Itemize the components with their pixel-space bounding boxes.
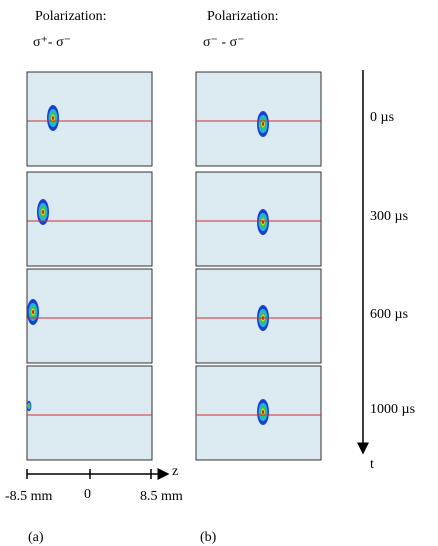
atom-cloud xyxy=(32,310,34,314)
column-heading: Polarization: xyxy=(207,9,279,24)
z-tick-label: 8.5 mm xyxy=(140,489,183,504)
time-label: 600 µs xyxy=(370,307,408,322)
atom-cloud xyxy=(42,210,44,214)
atom-cloud xyxy=(262,410,264,414)
column-heading: Polarization: xyxy=(35,9,107,24)
image-panel xyxy=(26,71,153,167)
column-label: (b) xyxy=(200,530,217,545)
atom-cloud xyxy=(262,122,264,126)
image-panel xyxy=(26,171,153,267)
atom-cloud xyxy=(52,116,54,120)
panels xyxy=(26,71,322,461)
z-tick-label: -8.5 mm xyxy=(5,489,53,504)
atom-cloud xyxy=(28,405,30,407)
image-panel xyxy=(26,365,153,461)
z-axis-label: z xyxy=(172,464,178,479)
column-label: (a) xyxy=(28,530,44,545)
image-panel xyxy=(26,268,153,364)
polarization-label: σ⁻ - σ⁻ xyxy=(203,35,245,50)
time-label: 1000 µs xyxy=(370,402,415,417)
time-label: 0 µs xyxy=(370,110,394,125)
z-tick-label: 0 xyxy=(84,487,91,502)
time-label: 300 µs xyxy=(370,209,408,224)
polarization-label: σ⁺- σ⁻ xyxy=(33,35,71,50)
time-axis-label: t xyxy=(370,457,374,472)
